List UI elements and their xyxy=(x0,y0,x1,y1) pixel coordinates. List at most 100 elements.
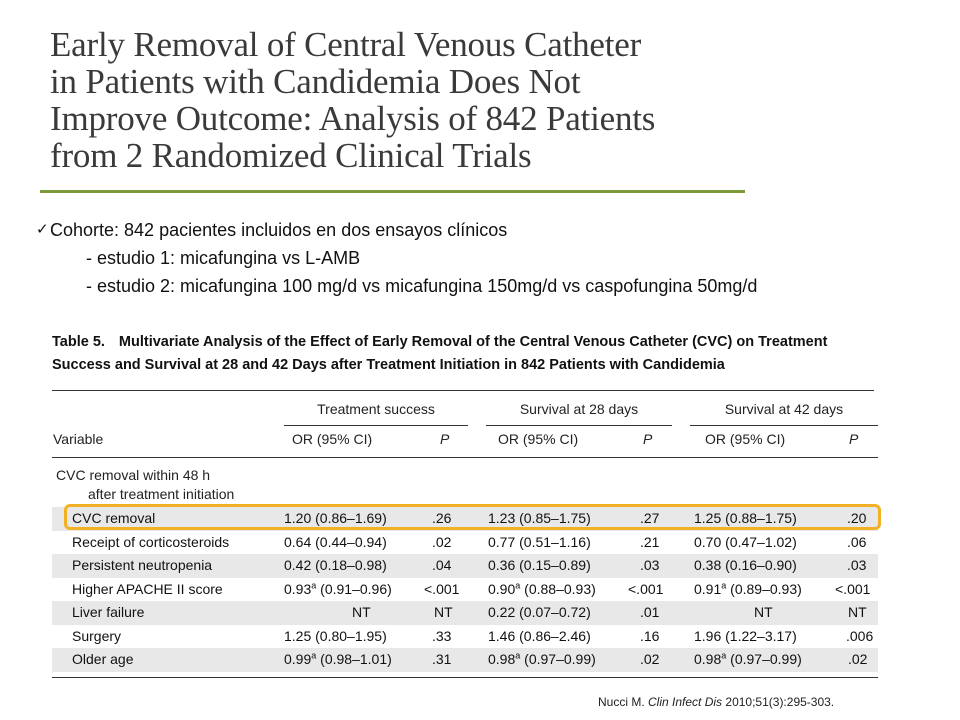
checkmark-icon: ✓ xyxy=(36,221,49,238)
or-cell: 0.99a (0.98–1.01) xyxy=(284,650,392,667)
p-cell: .21 xyxy=(640,533,660,550)
bullet-item: ✓ Cohorte: 842 pacientes incluidos en do… xyxy=(36,216,757,244)
or-cell: 1.25 (0.80–1.95) xyxy=(284,627,387,644)
or-cell: 0.98a (0.97–0.99) xyxy=(694,650,802,667)
p-cell: .01 xyxy=(640,604,660,620)
variable-cell: Receipt of corticosteroids xyxy=(72,533,230,550)
p-cell: NT xyxy=(848,604,867,620)
or-cell: NT xyxy=(352,604,371,620)
p-cell: .02 xyxy=(432,533,452,550)
or-cell: 1.46 (0.86–2.46) xyxy=(488,627,591,644)
table-row: Older age 0.99a (0.98–1.01) .31 0.98a (0… xyxy=(52,648,878,672)
footnote-marker: a xyxy=(311,579,317,590)
variable-cell: Surgery xyxy=(72,627,122,644)
p-cell: <.001 xyxy=(835,580,871,597)
group-header: Survival at 28 days xyxy=(519,401,639,417)
column-header-p: P xyxy=(849,431,859,447)
variable-cell: Higher APACHE II score xyxy=(72,580,223,597)
or-cell: 0.91a (0.89–0.93) xyxy=(694,579,802,597)
or-cell: 0.42 (0.18–0.98) xyxy=(284,557,387,573)
title-line: Early Removal of Central Venous Catheter xyxy=(50,25,642,64)
column-header-or: OR (95% CI) xyxy=(705,431,786,447)
p-cell: .16 xyxy=(640,627,660,644)
table-row: CVC removal 1.20 (0.86–1.69) .26 1.23 (0… xyxy=(52,507,878,531)
citation-details: 2010;51(3):295-303. xyxy=(725,695,835,709)
or-cell: 0.38 (0.16–0.90) xyxy=(694,557,797,573)
title-line: from 2 Randomized Clinical Trials xyxy=(50,136,532,175)
p-cell: .02 xyxy=(640,651,660,667)
variable-cell: Older age xyxy=(72,651,134,667)
p-cell: NT xyxy=(434,604,453,620)
footnote-marker: a xyxy=(311,650,317,661)
or-cell: 0.36 (0.15–0.89) xyxy=(488,557,591,573)
column-header-variable: Variable xyxy=(53,431,104,447)
or-cell: 0.98a (0.97–0.99) xyxy=(488,650,596,667)
citation-author: Nucci M. xyxy=(598,695,645,709)
p-cell: <.001 xyxy=(628,580,664,597)
or-cell: 0.70 (0.47–1.02) xyxy=(694,533,797,550)
group-rule xyxy=(284,425,468,426)
or-cell: 0.90a (0.88–0.93) xyxy=(488,579,596,597)
p-cell: <.001 xyxy=(424,580,460,597)
or-cell: 1.23 (0.85–1.75) xyxy=(488,510,591,526)
table-row: Surgery 1.25 (0.80–1.95) .33 1.46 (0.86–… xyxy=(52,625,878,649)
p-cell: .06 xyxy=(847,533,867,550)
header-rule xyxy=(52,457,878,458)
p-cell: .26 xyxy=(432,510,452,526)
or-cell: 0.22 (0.07–0.72) xyxy=(488,604,591,620)
or-cell: 1.96 (1.22–3.17) xyxy=(694,627,797,644)
footnote-marker: a xyxy=(721,579,727,590)
table-label: Table 5. xyxy=(52,334,105,350)
or-cell: 1.25 (0.88–1.75) xyxy=(694,510,797,526)
title-underline xyxy=(40,190,745,193)
footnote-marker: a xyxy=(515,579,521,590)
p-cell: .03 xyxy=(847,557,867,573)
group-header: Survival at 42 days xyxy=(724,401,844,417)
section-label: after treatment initiation xyxy=(88,486,235,502)
or-cell: NT xyxy=(754,604,773,620)
table-row: Higher APACHE II score 0.93a (0.91–0.96)… xyxy=(52,578,878,602)
p-cell: .31 xyxy=(432,651,452,667)
variable-cell: CVC removal xyxy=(72,510,156,526)
group-rule xyxy=(486,425,672,426)
or-cell: 1.20 (0.86–1.69) xyxy=(284,510,387,526)
p-cell: .04 xyxy=(432,557,452,573)
group-header: Treatment success xyxy=(317,401,435,417)
p-cell: .03 xyxy=(640,557,660,573)
or-cell: 0.93a (0.91–0.96) xyxy=(284,579,392,597)
column-header-or: OR (95% CI) xyxy=(292,431,373,447)
p-cell: .20 xyxy=(847,510,867,526)
p-cell: .006 xyxy=(846,627,874,644)
title-line: in Patients with Candidemia Does Not xyxy=(50,62,581,101)
citation: Nucci M. Clin Infect Dis 2010;51(3):295-… xyxy=(598,695,834,709)
highlight-box xyxy=(64,504,881,530)
group-rule xyxy=(690,425,878,426)
table-row: Liver failure NT NT 0.22 (0.07–0.72) .01… xyxy=(52,601,878,625)
table-row: Receipt of corticosteroids 0.64 (0.44–0.… xyxy=(52,531,878,555)
column-header-or: OR (95% CI) xyxy=(498,431,579,447)
sub-bullet: - estudio 1: micafungina vs L-AMB xyxy=(86,248,361,268)
table-caption: Table 5. Multivariate Analysis of the Eff… xyxy=(52,331,882,377)
table-bottom-rule xyxy=(52,677,878,678)
title-line: Improve Outcome: Analysis of 842 Patient… xyxy=(50,99,656,138)
variable-cell: Persistent neutropenia xyxy=(72,557,213,573)
bullet-list: ✓ Cohorte: 842 pacientes incluidos en do… xyxy=(36,216,757,300)
footnote-marker: a xyxy=(721,650,727,661)
table-caption-text: Multivariate Analysis of the Effect of E… xyxy=(52,334,828,373)
p-cell: .27 xyxy=(640,510,660,526)
p-cell: .02 xyxy=(848,651,868,667)
footnote-marker: a xyxy=(515,650,521,661)
sub-bullet: - estudio 2: micafungina 100 mg/d vs mic… xyxy=(86,276,758,296)
section-label: CVC removal within 48 h xyxy=(56,467,211,483)
or-cell: 0.77 (0.51–1.16) xyxy=(488,533,591,550)
bullet-text: Cohorte: 842 pacientes incluidos en dos … xyxy=(50,220,508,240)
table-row: Persistent neutropenia 0.42 (0.18–0.98) … xyxy=(52,554,878,578)
or-cell: 0.64 (0.44–0.94) xyxy=(284,533,387,550)
citation-journal: Clin Infect Dis xyxy=(648,695,723,709)
slide-title: Early Removal of Central Venous Catheter… xyxy=(50,26,750,174)
p-cell: .33 xyxy=(432,627,452,644)
table-body: CVC removal 1.20 (0.86–1.69) .26 1.23 (0… xyxy=(52,507,878,672)
table-top-rule xyxy=(52,390,874,391)
column-header-p: P xyxy=(643,431,653,447)
column-header-p: P xyxy=(440,431,450,447)
